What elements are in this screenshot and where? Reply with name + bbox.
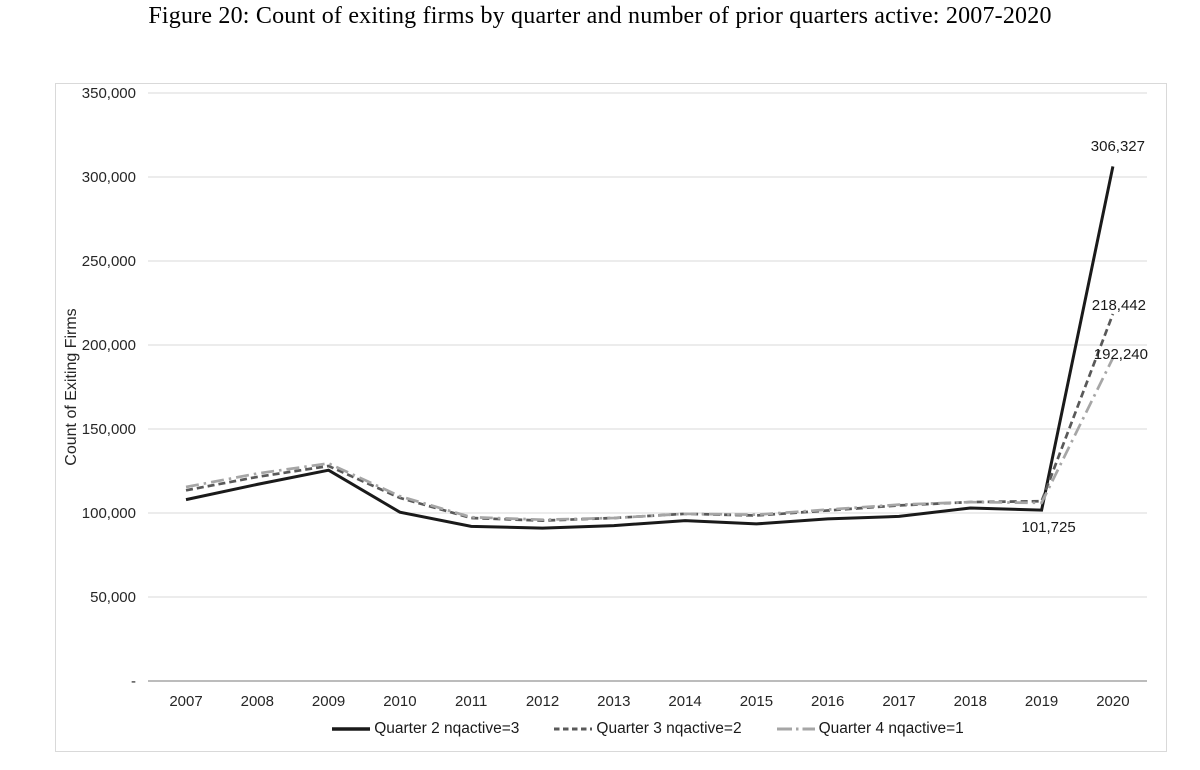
legend-item: Quarter 3 nqactive=2 xyxy=(553,720,742,738)
x-tick-label: 2009 xyxy=(311,693,346,710)
legend-label: Quarter 2 nqactive=3 xyxy=(374,720,520,737)
y-tick-label: 250,000 xyxy=(81,252,136,270)
x-tick-label: 2011 xyxy=(455,693,488,710)
legend-label: Quarter 3 nqactive=2 xyxy=(596,720,742,737)
y-tick-label: 350,000 xyxy=(81,84,136,102)
x-tick-label: 2018 xyxy=(953,693,987,710)
data-label: 218,442 xyxy=(1091,297,1147,315)
x-tick-label: 2014 xyxy=(668,693,702,710)
x-tick-label: 2019 xyxy=(1024,693,1059,710)
x-tick-label: 2007 xyxy=(169,693,203,710)
legend-line-marker-icon xyxy=(776,727,815,731)
legend-line-marker-icon xyxy=(554,727,593,731)
y-tick-label: 50,000 xyxy=(90,588,136,606)
x-tick-label: 2016 xyxy=(811,693,845,710)
x-tick-label: 2012 xyxy=(525,693,560,710)
y-tick-label: 150,000 xyxy=(81,420,136,438)
data-label: 192,240 xyxy=(1093,346,1149,364)
y-tick-label: 200,000 xyxy=(81,336,136,354)
x-tick-label: 2010 xyxy=(383,693,417,710)
x-tick-label: 2020 xyxy=(1096,693,1130,710)
data-label: 306,327 xyxy=(1090,138,1146,156)
legend-label: Quarter 4 nqactive=1 xyxy=(818,720,964,737)
legend-item: Quarter 4 nqactive=1 xyxy=(776,720,964,738)
legend-line-marker-icon xyxy=(332,727,371,731)
x-tick-label: 2015 xyxy=(739,693,774,710)
x-tick-label: 2008 xyxy=(240,693,274,710)
plot-border xyxy=(55,83,1167,752)
x-tick-label: 2013 xyxy=(597,693,631,710)
legend-item: Quarter 2 nqactive=3 xyxy=(331,720,519,738)
y-tick-label: - xyxy=(131,672,136,690)
y-tick-label: 300,000 xyxy=(81,168,136,186)
y-tick-label: 100,000 xyxy=(81,504,136,522)
figure-title: Figure 20: Count of exiting firms by qua… xyxy=(148,3,1052,29)
chart-legend: Quarter 2 nqactive=3 Quarter 3 nqactive=2… xyxy=(148,720,1147,738)
data-label: 101,725 xyxy=(1021,519,1076,537)
y-axis-title: Count of Exiting Firms xyxy=(63,308,80,466)
x-tick-label: 2017 xyxy=(882,693,916,710)
